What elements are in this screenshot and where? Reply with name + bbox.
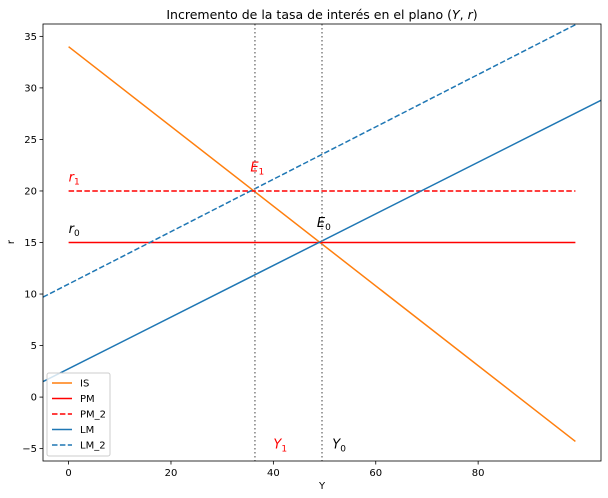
- annotation-Y1: Y1: [273, 438, 287, 455]
- x-tick-label-0: 0: [65, 468, 71, 479]
- y-tick-label-4: 15: [24, 238, 37, 249]
- legend-label-pm-2: PM_2: [80, 410, 106, 421]
- annotation-r1: r1: [69, 171, 80, 188]
- y-ticks: −5 0 5 10 15 20 25 30 35: [22, 32, 43, 455]
- x-axis-label: Y: [318, 481, 326, 492]
- legend-label-is: IS: [80, 379, 89, 390]
- annotation-E1: E1: [250, 160, 264, 177]
- y-tick-label-3: 10: [24, 290, 37, 301]
- x-tick-label-3: 60: [369, 468, 382, 479]
- chart-title-part-1: Y: [452, 7, 461, 22]
- y-axis-label: r: [6, 239, 17, 244]
- legend-box: [46, 372, 111, 457]
- y-tick-label-5: 20: [24, 186, 37, 197]
- legend: IS PM PM_2 LM LM_2: [46, 372, 111, 457]
- legend-label-lm: LM: [80, 425, 94, 436]
- annotation-r0: r0: [69, 222, 80, 239]
- chart-title-part-3: r: [468, 7, 474, 22]
- y-tick-label-2: 5: [31, 341, 37, 352]
- x-tick-label-4: 80: [472, 468, 485, 479]
- x-tick-label-1: 20: [165, 468, 178, 479]
- x-ticks: 0 20 40 60 80: [65, 461, 485, 479]
- annotation-Y0: Y0: [332, 438, 346, 455]
- chart-title-part-0: Incremento de la tasa de interés en el p…: [166, 7, 452, 22]
- annotation-layer: r1 r0 E1 E0 Y1 Y0: [69, 160, 347, 454]
- annotation-E0: E0: [317, 216, 331, 233]
- y-tick-label-6: 25: [24, 135, 37, 146]
- y-tick-label-0: −5: [22, 444, 37, 455]
- vline-layer: [254, 24, 323, 461]
- legend-label-lm-2: LM_2: [80, 441, 106, 452]
- chart-title: Incremento de la tasa de interés en el p…: [166, 7, 477, 22]
- y-tick-label-1: 0: [31, 393, 37, 404]
- series-lm-2-line: [43, 24, 579, 298]
- chart-title-part-2: ,: [460, 7, 468, 22]
- chart-title-part-4: ): [473, 7, 478, 22]
- y-tick-label-7: 30: [24, 83, 37, 94]
- y-tick-label-8: 35: [24, 32, 37, 43]
- legend-label-pm: PM: [80, 394, 95, 405]
- x-tick-label-2: 40: [267, 468, 280, 479]
